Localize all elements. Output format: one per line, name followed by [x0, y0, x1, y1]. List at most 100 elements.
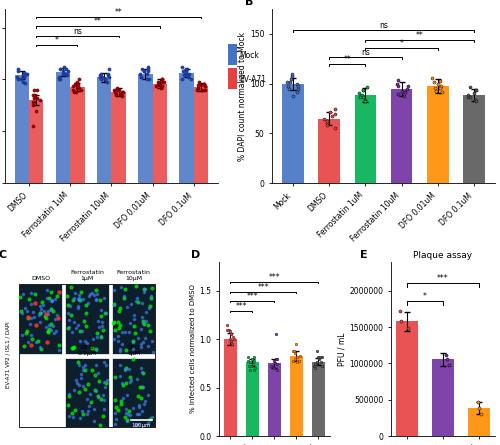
Text: DMSO: DMSO: [31, 276, 50, 281]
Text: EV-A71 VP2 / ISL1 / DAPI: EV-A71 VP2 / ISL1 / DAPI: [6, 321, 10, 388]
Point: [65, 323, 73, 330]
Point: [71, 289, 79, 296]
Point: [437, 82, 445, 89]
Point: [289, 92, 297, 99]
Point: [140, 288, 148, 295]
Point: [286, 78, 294, 85]
Point: [88, 289, 96, 296]
Point: [358, 93, 366, 100]
Point: [146, 302, 154, 309]
Bar: [224, 339, 237, 436]
Point: [100, 295, 108, 302]
Text: Mock: Mock: [239, 51, 259, 60]
Point: [118, 340, 126, 348]
Point: [64, 302, 72, 309]
Point: [140, 68, 148, 75]
Text: Ferrostatin
1μM: Ferrostatin 1μM: [70, 270, 104, 281]
Point: [136, 384, 144, 391]
Bar: [112, 284, 156, 354]
Point: [116, 304, 124, 311]
Point: [73, 379, 81, 386]
Point: [26, 321, 34, 328]
Point: [86, 290, 94, 297]
Point: [38, 299, 46, 306]
Bar: [112, 358, 156, 427]
Point: [182, 65, 190, 73]
Point: [80, 364, 88, 371]
Point: [98, 333, 106, 340]
Point: [226, 336, 234, 343]
Point: [70, 386, 78, 393]
Point: [82, 361, 90, 368]
Point: [92, 387, 100, 394]
Point: [97, 307, 105, 314]
Point: [26, 295, 34, 303]
Point: [18, 310, 25, 317]
Point: [71, 80, 79, 87]
Point: [50, 295, 58, 303]
Point: [84, 300, 92, 307]
Point: [293, 88, 301, 95]
Point: [314, 353, 322, 360]
Point: [185, 71, 193, 78]
Point: [114, 407, 122, 414]
Bar: [152, 84, 167, 183]
Point: [22, 329, 30, 336]
Point: [98, 74, 106, 81]
Point: [49, 323, 57, 330]
Bar: [463, 95, 485, 183]
Point: [94, 369, 102, 376]
Point: [110, 318, 118, 325]
Point: [100, 405, 108, 413]
Point: [128, 376, 136, 384]
Text: ***: ***: [246, 292, 258, 301]
Point: [75, 297, 83, 304]
Point: [148, 294, 156, 301]
Point: [311, 361, 319, 368]
Point: [117, 284, 125, 291]
Bar: [228, 68, 237, 89]
Point: [288, 70, 296, 77]
Point: [436, 77, 444, 84]
Point: [42, 315, 50, 322]
Point: [446, 361, 454, 368]
Point: [115, 307, 123, 315]
Point: [24, 308, 32, 315]
Point: [404, 82, 412, 89]
Point: [358, 91, 366, 98]
Point: [97, 76, 105, 83]
Text: *: *: [55, 36, 59, 45]
Point: [139, 384, 147, 391]
Point: [194, 84, 202, 91]
Bar: [18, 284, 156, 427]
Text: ***: ***: [236, 302, 247, 311]
Point: [474, 404, 482, 411]
Point: [472, 86, 480, 93]
Point: [403, 85, 411, 92]
Point: [182, 71, 190, 78]
Point: [116, 373, 124, 380]
Point: [115, 324, 123, 331]
Point: [474, 398, 482, 405]
Point: [288, 347, 296, 354]
Point: [23, 328, 31, 335]
Point: [180, 71, 188, 78]
Point: [121, 366, 129, 373]
Point: [31, 92, 39, 99]
Point: [96, 296, 104, 303]
Point: [318, 353, 326, 360]
Text: **: **: [344, 55, 351, 64]
Point: [142, 308, 150, 316]
Point: [20, 343, 28, 350]
Point: [110, 300, 118, 307]
Text: ns: ns: [73, 27, 82, 36]
Bar: [246, 363, 259, 436]
Point: [42, 286, 50, 293]
Bar: [391, 89, 412, 183]
Point: [111, 409, 119, 416]
Point: [136, 71, 144, 78]
Point: [74, 295, 82, 303]
Point: [198, 81, 205, 88]
Point: [32, 86, 40, 93]
Bar: [318, 118, 340, 183]
